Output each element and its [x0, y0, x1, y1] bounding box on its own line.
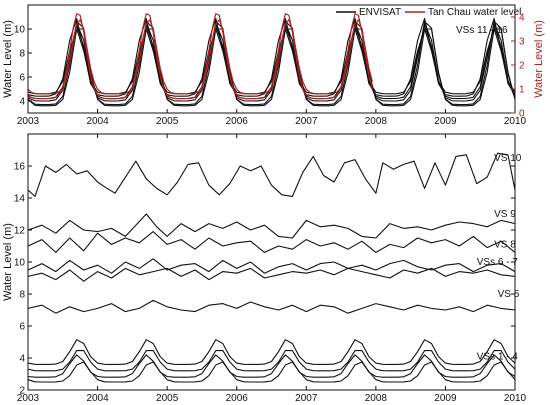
- bottom-y-tick-label: 14: [14, 194, 26, 205]
- top-plot-lines: [27, 13, 516, 107]
- top-y2label: Water Level (m): [533, 20, 545, 98]
- bottom-x-tick-label: 2010: [504, 393, 527, 404]
- top-x-tick-label: 2007: [295, 116, 318, 127]
- vs-series-line-5: [27, 267, 516, 282]
- top-axis-ticks: 2003 2004 2005 2006 2007 2008 2009 2010 4 6 8 10 0 1 2…: [14, 13, 527, 128]
- bottom-y-tick-label: 8: [19, 290, 25, 301]
- bottom-y-tick-label: 4: [19, 354, 25, 365]
- bottom-x-tick-label: 2009: [434, 393, 457, 404]
- top-x-tick-label: 2008: [365, 116, 388, 127]
- bottom-plot-lines: [27, 152, 516, 383]
- bottom-y-tick-label: 6: [19, 322, 25, 333]
- vs-series-line-2: [27, 213, 516, 239]
- top-annotation: VSs 11 - 16: [456, 25, 508, 36]
- top-y2-tick-label: 4: [519, 13, 525, 24]
- top-y2-tick-label: 3: [519, 37, 525, 48]
- vs1-4-series-line-4: [27, 361, 516, 383]
- top-y2-tick-label: 0: [519, 109, 525, 120]
- top-x-tick-label: 2004: [86, 116, 109, 127]
- series-label: VS 8: [494, 240, 516, 251]
- top-y2-tick-label: 2: [519, 61, 525, 72]
- bottom-series-labels: VS 10 VS 9 VS 8 VSs 6 - 7 VS 5 VSs 1 - 4: [477, 153, 522, 362]
- top-y-tick-label: 6: [19, 73, 25, 84]
- top-axes-frame: [27, 4, 516, 114]
- top-y-tick-label: 8: [19, 49, 25, 60]
- bottom-x-tick-label: 2003: [17, 393, 40, 404]
- vs1-4-series-line-1: [27, 339, 516, 365]
- vs-series-line-1: [27, 152, 516, 197]
- vs-series-line-3: [27, 231, 516, 253]
- bottom-y-tick-label: 10: [14, 258, 26, 269]
- series-label: VS 5: [498, 289, 520, 300]
- top-x-tick-label: 2003: [17, 116, 40, 127]
- series-label: VSs 1 - 4: [477, 352, 519, 363]
- series-label: VS 10: [494, 153, 522, 164]
- top-x-tick-label: 2009: [434, 116, 457, 127]
- bottom-ylabel: Water Level (m): [2, 223, 14, 301]
- envisat-series-line-5: [27, 28, 516, 107]
- bottom-y-tick-label: 2: [19, 386, 25, 397]
- bottom-x-tick-label: 2007: [295, 393, 318, 404]
- vs-series-line-4: [27, 258, 516, 274]
- bottom-x-tick-label: 2005: [156, 393, 179, 404]
- tanchau-series-line-2: [27, 19, 373, 95]
- top-y-tick-label: 10: [14, 25, 26, 36]
- bottom-x-tick-label: 2008: [365, 393, 388, 404]
- top-x-tick-label: 2005: [156, 116, 179, 127]
- top-y2-tick-label: 1: [519, 85, 525, 96]
- series-label: VS 9: [494, 209, 516, 220]
- top-ylabel: Water Level (m): [2, 20, 14, 98]
- top-panel: 2003 2004 2005 2006 2007 2008 2009 2010 4 6 8 10 0 1 2…: [2, 4, 545, 128]
- tanchau-series-line-1: [27, 13, 373, 100]
- bottom-y-tick-label: 16: [14, 162, 26, 173]
- bottom-y-tick-label: 12: [14, 226, 26, 237]
- envisat-series-line-2: [27, 22, 516, 102]
- bottom-x-tick-label: 2006: [226, 393, 249, 404]
- legend-envisat-label: ENVISAT: [359, 7, 401, 18]
- bottom-x-tick-label: 2004: [86, 393, 109, 404]
- bottom-axis-ticks: 2003 2004 2005 2006 2007 2008 2009 2010 2 4 6 8 10 12…: [14, 134, 527, 404]
- top-y-tick-label: 4: [19, 97, 25, 108]
- bottom-panel: 2003 2004 2005 2006 2007 2008 2009 2010 2 4 6 8 10 12…: [2, 133, 527, 404]
- bottom-axes-frame: [27, 133, 516, 391]
- top-x-tick-label: 2010: [504, 116, 527, 127]
- top-x-tick-label: 2006: [226, 116, 249, 127]
- series-label: VSs 6 - 7: [477, 257, 519, 268]
- vs1-4-series-line-2: [27, 350, 516, 372]
- top-legend: ENVISAT Tan Chau water level: [336, 7, 521, 18]
- legend-tanchau-label: Tan Chau water level: [428, 7, 521, 18]
- vs-series-line-6: [27, 299, 516, 314]
